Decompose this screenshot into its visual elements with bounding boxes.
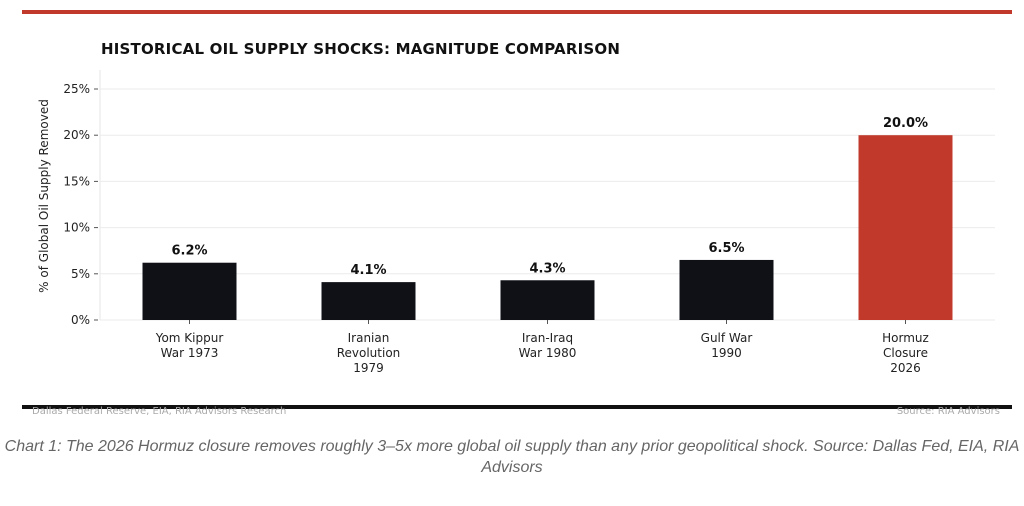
y-tick-label: 25% <box>63 82 90 96</box>
x-tick-label: Iran-Iraq War 1980 <box>519 331 577 360</box>
x-tick-label: Iranian Revolution 1979 <box>337 331 401 375</box>
bar <box>858 135 953 320</box>
bottom-bar <box>22 405 1012 409</box>
y-tick-label: 10% <box>63 221 90 235</box>
data-label: 6.5% <box>708 241 744 256</box>
source-right: Source: RIA Advisors <box>896 406 1000 417</box>
y-tick-label: 0% <box>71 313 90 327</box>
y-tick-label: 5% <box>71 267 90 281</box>
chart-title: HISTORICAL OIL SUPPLY SHOCKS: MAGNITUDE … <box>101 40 621 58</box>
y-tick-label: 20% <box>63 128 90 142</box>
bar <box>500 280 595 320</box>
bar <box>142 262 237 320</box>
chart-caption: Chart 1: The 2026 Hormuz closure removes… <box>4 438 1020 476</box>
y-tick-label: 15% <box>63 174 90 188</box>
bar <box>679 259 774 320</box>
data-label: 20.0% <box>883 116 928 131</box>
bar-chart: 0% 5% 10% 15% 20% 25% % of Global Oil Supply R… <box>37 70 995 375</box>
data-label: 4.3% <box>529 261 565 276</box>
data-label: 4.1% <box>350 263 386 278</box>
bar <box>321 282 416 320</box>
source-left: Dallas Federal Reserve, EIA, RIA Advisor… <box>32 406 287 417</box>
x-tick-label: Hormuz Closure 2026 <box>882 331 929 375</box>
y-axis-label: % of Global Oil Supply Removed <box>37 99 51 293</box>
top-accent-bar <box>22 10 1012 14</box>
data-label: 6.2% <box>171 244 207 259</box>
x-tick-label: Yom Kippur War 1973 <box>155 331 224 360</box>
x-tick-label: Gulf War 1990 <box>701 331 753 360</box>
